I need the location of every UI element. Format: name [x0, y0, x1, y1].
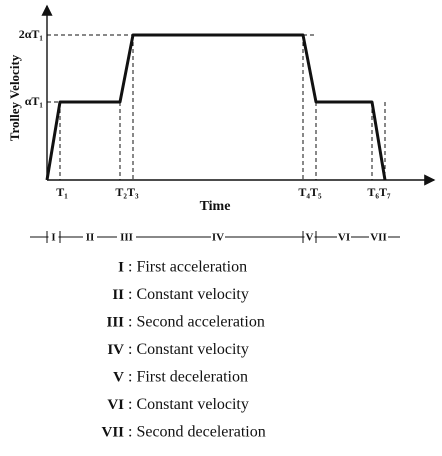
phase-label: I — [51, 232, 55, 244]
phase-label-bg — [369, 230, 388, 244]
legend-text: : Constant velocity — [128, 286, 249, 303]
y-label: αT₁ — [25, 94, 44, 108]
phase-label-bg — [337, 230, 351, 244]
phase-label: III — [120, 232, 133, 244]
legend-numeral: I — [118, 259, 124, 275]
legend-numeral: IV — [107, 342, 124, 358]
legend-text: : First acceleration — [128, 259, 247, 276]
x-label: T₄T₅ — [298, 185, 322, 199]
guides — [47, 34, 386, 180]
y-axis-label: Trolley Velocity — [7, 54, 22, 141]
phase-label: V — [306, 232, 314, 244]
legend-text: : First deceleration — [128, 369, 248, 386]
x-label: T₁ — [56, 185, 68, 199]
legend-numeral: II — [112, 287, 124, 303]
velocity-profile — [45, 33, 387, 181]
legend-text: : Constant velocity — [128, 396, 249, 413]
phase-label-bg — [117, 230, 136, 244]
y-label: 2αT₁ — [19, 27, 44, 41]
legend-text: : Second deceleration — [128, 424, 266, 441]
phase-label-bg — [211, 230, 225, 244]
x-label: T₆T₇ — [367, 185, 391, 199]
legend-numeral: VII — [101, 424, 124, 440]
phase-row: I II III IV V VI VII — [30, 230, 400, 244]
legend-numeral: V — [113, 369, 124, 385]
x-label: T₂T₃ — [115, 185, 139, 199]
phase-label-bg — [83, 230, 97, 244]
x-axis-label: Time — [200, 199, 231, 214]
phase-label-bg — [48, 230, 59, 244]
legend-numeral: III — [106, 314, 124, 330]
legend-numeral: VI — [107, 397, 124, 413]
phase-label-bg — [304, 230, 315, 244]
phase-label: IV — [212, 232, 224, 244]
legend-text: : Second acceleration — [128, 314, 265, 331]
phase-label: VI — [338, 232, 350, 244]
phase-label: VII — [370, 232, 387, 244]
legend-text: : Constant velocity — [128, 341, 249, 358]
phase-label: II — [86, 232, 95, 244]
